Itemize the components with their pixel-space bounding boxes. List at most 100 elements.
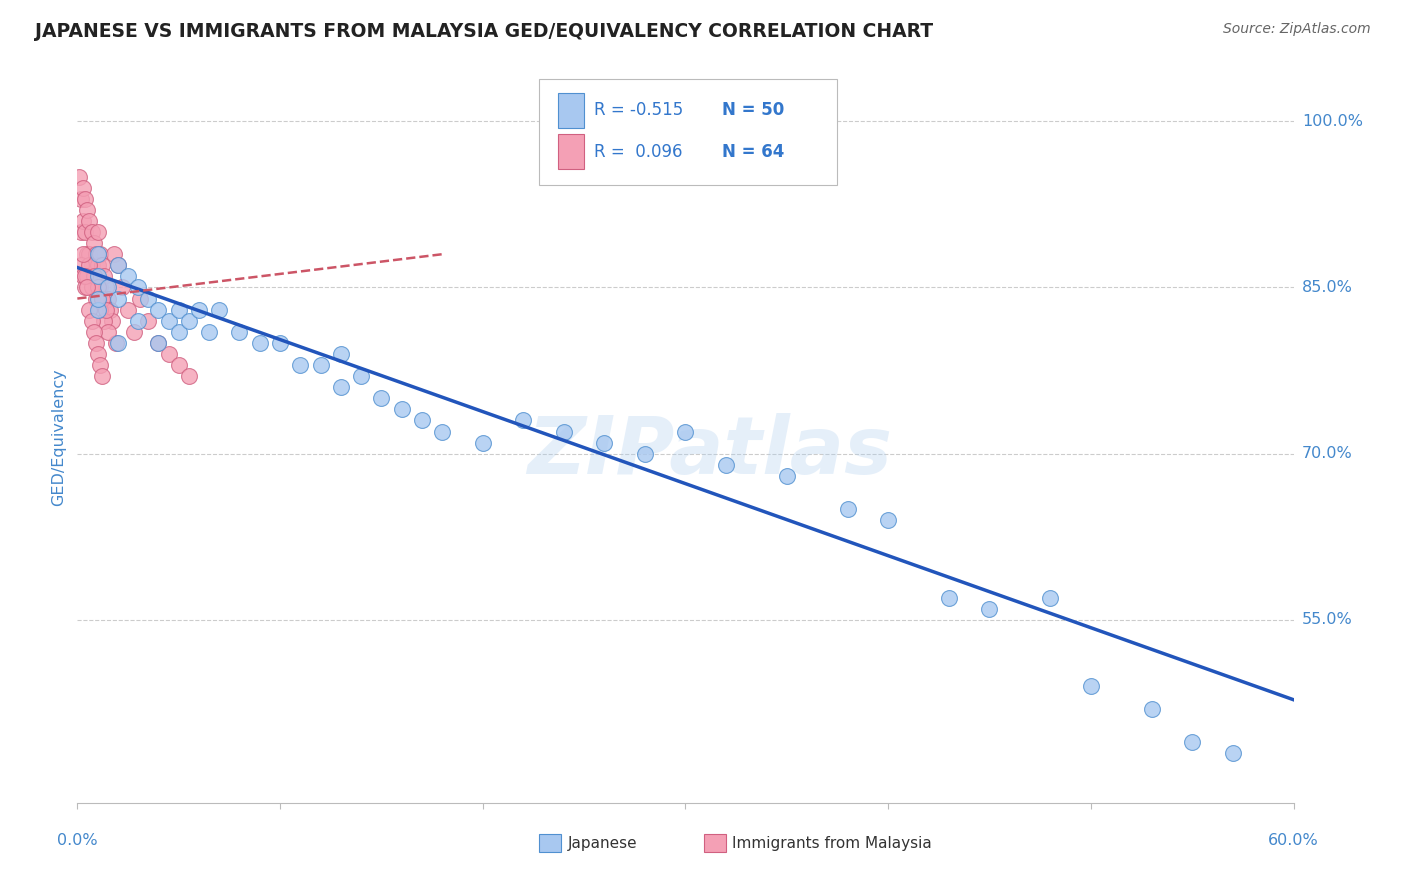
Point: [290, 358, 312, 372]
Bar: [540, 834, 561, 852]
Point: [329, 380, 352, 394]
Point: [89, 302, 111, 317]
Text: 0.0%: 0.0%: [58, 833, 97, 848]
Text: 70.0%: 70.0%: [1302, 446, 1353, 461]
Point: [391, 402, 413, 417]
Point: [107, 258, 129, 272]
Point: [675, 425, 697, 439]
Text: N = 50: N = 50: [721, 101, 785, 120]
Point: [79, 258, 101, 272]
Point: [84, 335, 107, 350]
Point: [80, 314, 103, 328]
Point: [776, 468, 799, 483]
Point: [837, 502, 859, 516]
Point: [75, 225, 97, 239]
Point: [86, 280, 108, 294]
Y-axis label: GED/Equivalency: GED/Equivalency: [51, 368, 66, 506]
Point: [76, 247, 98, 261]
Point: [72, 247, 94, 261]
Point: [188, 302, 211, 317]
Point: [167, 358, 190, 372]
Point: [411, 413, 433, 427]
Point: [93, 314, 115, 328]
Point: [938, 591, 960, 605]
Point: [86, 302, 108, 317]
Point: [228, 325, 250, 339]
Point: [80, 225, 103, 239]
Point: [90, 292, 112, 306]
Point: [157, 314, 180, 328]
Text: R = -0.515: R = -0.515: [595, 101, 683, 120]
Point: [107, 335, 129, 350]
Point: [370, 392, 392, 406]
Point: [208, 302, 231, 317]
Point: [309, 358, 332, 372]
Point: [83, 269, 105, 284]
Bar: [558, 135, 585, 169]
Point: [979, 602, 1001, 616]
Point: [350, 369, 373, 384]
Point: [104, 335, 127, 350]
Point: [86, 258, 108, 272]
Point: [76, 202, 98, 217]
Point: [117, 269, 139, 284]
Point: [177, 314, 200, 328]
Point: [79, 247, 101, 261]
Point: [86, 269, 108, 284]
Point: [101, 314, 124, 328]
Point: [75, 280, 97, 294]
Point: [75, 192, 97, 206]
Bar: [558, 93, 585, 128]
Point: [83, 269, 105, 284]
Text: JAPANESE VS IMMIGRANTS FROM MALAYSIA GED/EQUIVALENCY CORRELATION CHART: JAPANESE VS IMMIGRANTS FROM MALAYSIA GED…: [35, 22, 934, 41]
Bar: [703, 834, 725, 852]
Point: [70, 225, 93, 239]
Point: [97, 292, 120, 306]
Point: [89, 247, 111, 261]
Point: [1181, 735, 1204, 749]
Point: [72, 180, 94, 194]
Text: Immigrants from Malaysia: Immigrants from Malaysia: [731, 836, 931, 851]
Point: [136, 292, 159, 306]
Point: [249, 335, 271, 350]
Text: 85.0%: 85.0%: [1302, 280, 1353, 295]
Point: [1080, 680, 1102, 694]
Point: [127, 314, 149, 328]
Point: [94, 302, 117, 317]
Point: [103, 247, 125, 261]
Point: [86, 247, 108, 261]
Point: [97, 280, 120, 294]
Point: [148, 302, 170, 317]
Point: [84, 247, 107, 261]
Point: [84, 280, 107, 294]
Point: [84, 292, 107, 306]
FancyBboxPatch shape: [540, 78, 838, 185]
Point: [269, 335, 291, 350]
Text: 55.0%: 55.0%: [1302, 613, 1353, 627]
Point: [76, 280, 98, 294]
Point: [177, 369, 200, 384]
Point: [593, 435, 616, 450]
Point: [86, 347, 108, 361]
Point: [111, 280, 134, 294]
Point: [714, 458, 737, 472]
Point: [198, 325, 221, 339]
Point: [83, 236, 105, 251]
Point: [93, 269, 115, 284]
Point: [75, 269, 97, 284]
Text: ZIPatlas: ZIPatlas: [527, 413, 893, 491]
Point: [79, 302, 101, 317]
Point: [129, 292, 152, 306]
Point: [127, 280, 149, 294]
Point: [877, 513, 900, 527]
Point: [148, 335, 170, 350]
Point: [70, 258, 93, 272]
Point: [72, 214, 94, 228]
Point: [512, 413, 534, 427]
Point: [553, 425, 575, 439]
Point: [76, 269, 98, 284]
Point: [157, 347, 180, 361]
Text: Source: ZipAtlas.com: Source: ZipAtlas.com: [1223, 22, 1371, 37]
Point: [79, 214, 101, 228]
Text: R =  0.096: R = 0.096: [595, 143, 683, 161]
